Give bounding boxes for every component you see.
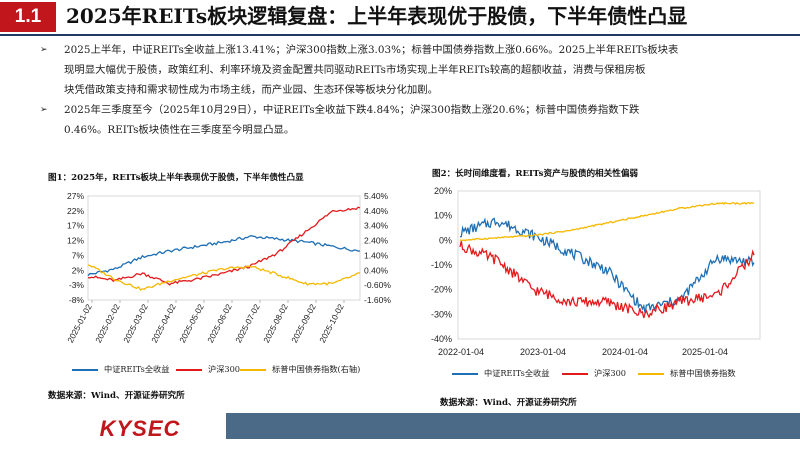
plot-frame — [87, 195, 361, 301]
legend-label: 中证REITs全收益 — [104, 364, 170, 374]
legend-label: 标普中国债券指数 — [670, 368, 736, 378]
slide-header: 1.1 2025年REITs板块逻辑复盘：上半年表现优于股债，下半年债性凸显 — [0, 0, 800, 32]
series-line-bond — [459, 201, 755, 242]
legend-swatch — [72, 369, 98, 371]
series-line-reits — [87, 234, 361, 277]
chart2-legend-reits: 中证REITs全收益 — [452, 367, 549, 379]
x-tick-label: 2023-01-04 — [520, 347, 566, 357]
x-tick-label: 2025-06-02 — [205, 302, 234, 345]
legend-label: 沪深300 — [208, 364, 241, 374]
kysec-logo: KYSEC — [100, 416, 181, 441]
bullet-line: 2025年三季度至今（2025年10月29日），中证REITs全收益下跌4.84… — [64, 104, 640, 116]
legend-swatch — [562, 373, 588, 375]
y-tick-label: -10% — [431, 260, 452, 270]
x-tick-label: 2025-01-02 — [65, 302, 94, 345]
y2-tick-label: -0.60% — [364, 280, 391, 290]
page-title: 2025年REITs板块逻辑复盘：上半年表现优于股债，下半年债性凸显 — [66, 4, 688, 28]
bullet-line: 0.46%。REITs板块债性在三季度至今明显凸显。 — [64, 124, 295, 136]
series-line-hs300 — [87, 206, 361, 286]
y-tick-label: 7% — [72, 250, 85, 260]
y2-tick-label: -1.60% — [364, 295, 391, 305]
legend-label: 沪深300 — [594, 368, 627, 378]
y2-tick-label: 4.40% — [364, 206, 389, 216]
x-tick-label: 2025-09-02 — [289, 302, 318, 345]
legend-label: 标普中国债券指数(右轴) — [272, 364, 361, 374]
y-tick-label: -40% — [431, 334, 452, 344]
series-line-bond — [87, 264, 361, 291]
bullet-line: 块凭借政策支持和需求韧性成为市场主线，而产业园、生态环保等板块分化加剧。 — [64, 84, 439, 96]
chart1-caption: 图1：2025年，REITs板块上半年表现优于股债，下半年债性凸显 — [48, 173, 304, 183]
section-number: 1.1 — [0, 2, 56, 32]
y2-tick-label: 0.40% — [364, 265, 389, 275]
x-tick-label: 2025-02-02 — [93, 302, 122, 345]
chart1-source: 数据来源：Wind、开源证券研究所 — [48, 391, 185, 401]
x-tick-label: 2025-05-02 — [177, 302, 206, 345]
footer-bar — [226, 413, 800, 439]
series-line-hs300 — [459, 240, 755, 319]
bullet-line: 2025上半年，中证REITs全收益上涨13.41%；沪深300指数上涨3.03… — [64, 44, 679, 56]
chart1-legend-bond: 标普中国债券指数(右轴) — [240, 363, 360, 375]
header-divider — [0, 34, 800, 36]
chart2-legend-hs300: 沪深300 — [562, 367, 626, 379]
y-tick-label: 20% — [434, 186, 452, 196]
x-tick-label: 2025-01-04 — [682, 347, 728, 357]
y-tick-label: 0% — [439, 235, 452, 245]
bullet-item: ➢ 2025上半年，中证REITs全收益上涨13.41%；沪深300指数上涨3.… — [40, 40, 780, 100]
y-tick-label: 10% — [434, 211, 452, 221]
y-tick-label: -30% — [431, 309, 452, 319]
y-tick-label: -20% — [431, 285, 452, 295]
plot-frame — [457, 190, 761, 340]
legend-swatch — [240, 369, 266, 371]
y-tick-label: 17% — [67, 221, 84, 231]
chart1-legend-reits: 中证REITs全收益 — [72, 363, 169, 375]
y-tick-label: 22% — [67, 206, 84, 216]
x-tick-label: 2025-08-02 — [261, 302, 290, 345]
legend-swatch — [452, 373, 478, 375]
y-tick-label: -8% — [69, 295, 85, 305]
chart2-source: 数据来源：Wind、开源证券研究所 — [440, 398, 577, 408]
x-tick-label: 2025-04-02 — [149, 302, 178, 345]
series-line-reits — [459, 217, 755, 314]
y-tick-label: 2% — [72, 265, 85, 275]
chart1-legend-hs300: 沪深300 — [176, 363, 240, 375]
y2-tick-label: 3.40% — [364, 221, 389, 231]
y-tick-label: -3% — [69, 280, 85, 290]
legend-label: 中证REITs全收益 — [484, 368, 550, 378]
logo-text: KYSEC — [100, 416, 181, 441]
y2-tick-label: 5.40% — [364, 191, 389, 201]
chart2-plot: 20% 10% 0% -10% -20% -30% -40% 2022-01-04 2023-0… — [431, 186, 761, 357]
x-tick-label: 2025-10-02 — [317, 302, 346, 345]
x-tick-label: 2025-07-02 — [233, 302, 262, 345]
arrow-bullet-icon: ➢ — [40, 45, 48, 55]
bullet-list: ➢ 2025上半年，中证REITs全收益上涨13.41%；沪深300指数上涨3.… — [40, 40, 780, 140]
chart2-legend-bond: 标普中国债券指数 — [638, 367, 736, 379]
legend-swatch — [176, 369, 202, 371]
legend-swatch — [638, 373, 664, 375]
y2-tick-label: 1.40% — [364, 250, 389, 260]
y-tick-label: 12% — [67, 236, 84, 246]
chart2-caption: 图2：长时间维度看，REITs资产与股债的相关性偏弱 — [432, 169, 639, 179]
x-tick-label: 2024-01-04 — [602, 347, 648, 357]
arrow-bullet-icon: ➢ — [40, 105, 48, 115]
x-tick-label: 2022-01-04 — [438, 347, 484, 357]
x-tick-label: 2025-03-02 — [121, 302, 150, 345]
bullet-line: 现明显大幅优于股债，政策红利、利率环境及资金配置共同驱动REITs市场实现上半年… — [64, 64, 646, 76]
bullet-item: ➢ 2025年三季度至今（2025年10月29日），中证REITs全收益下跌4.… — [40, 100, 780, 140]
chart1-plot: 27% 22% 17% 12% 7% 2% -3% -8% 5.40% 4.40% 3.40% 2.4… — [65, 191, 391, 345]
y-tick-label: 27% — [67, 191, 84, 201]
y2-tick-label: 2.40% — [364, 236, 389, 246]
